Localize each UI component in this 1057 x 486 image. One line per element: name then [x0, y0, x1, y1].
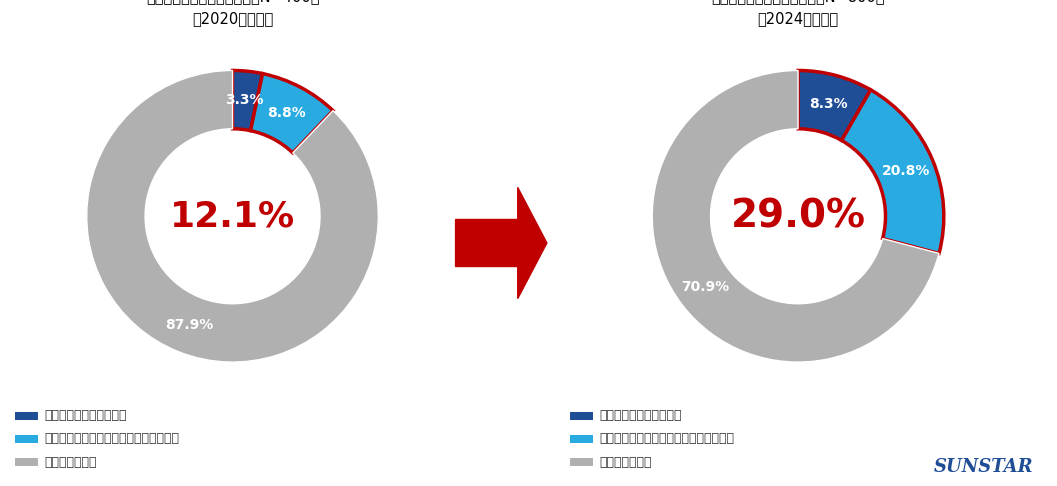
Wedge shape	[798, 70, 871, 140]
Wedge shape	[87, 70, 378, 362]
Text: 8.3%: 8.3%	[809, 97, 848, 111]
Bar	[15, 458, 38, 466]
Text: 8.8%: 8.8%	[267, 106, 307, 120]
Wedge shape	[652, 70, 939, 362]
Text: 言葉を知らない: 言葉を知らない	[599, 456, 652, 469]
Wedge shape	[251, 73, 333, 153]
Text: 29.0%: 29.0%	[730, 197, 866, 235]
Text: 言葉のみ知っている・聞いたことがある: 言葉のみ知っている・聞いたことがある	[44, 433, 180, 446]
Text: 言葉を知らない: 言葉を知らない	[44, 456, 97, 469]
Title: あなたはオーラルフレイルについて、
どの程度ご存知でしたか？（N=800）
【2024年調査】: あなたはオーラルフレイルについて、 どの程度ご存知でしたか？（N=800） 【2…	[711, 0, 885, 26]
Bar	[15, 412, 38, 419]
Wedge shape	[233, 70, 262, 131]
Text: SUNSTAR: SUNSTAR	[934, 458, 1034, 476]
Text: 言葉も内容も知っている: 言葉も内容も知っている	[599, 409, 682, 422]
Text: 87.9%: 87.9%	[165, 317, 214, 331]
Bar	[570, 435, 593, 443]
Bar	[15, 435, 38, 443]
Text: 70.9%: 70.9%	[682, 280, 729, 295]
Wedge shape	[841, 90, 944, 253]
Text: 言葉のみ知っている・聞いたことがある: 言葉のみ知っている・聞いたことがある	[599, 433, 735, 446]
Text: 3.3%: 3.3%	[225, 93, 264, 107]
Bar	[570, 412, 593, 419]
Text: 20.8%: 20.8%	[882, 164, 930, 178]
Text: 言葉も内容も知っている: 言葉も内容も知っている	[44, 409, 127, 422]
Text: 12.1%: 12.1%	[170, 199, 295, 233]
Bar	[570, 458, 593, 466]
FancyArrow shape	[456, 188, 546, 298]
Title: あなたはオーラルフレイルについて、
どの程度ご存知でしたか？（N=400）
【2020年調査】: あなたはオーラルフレイルについて、 どの程度ご存知でしたか？（N=400） 【2…	[146, 0, 319, 26]
